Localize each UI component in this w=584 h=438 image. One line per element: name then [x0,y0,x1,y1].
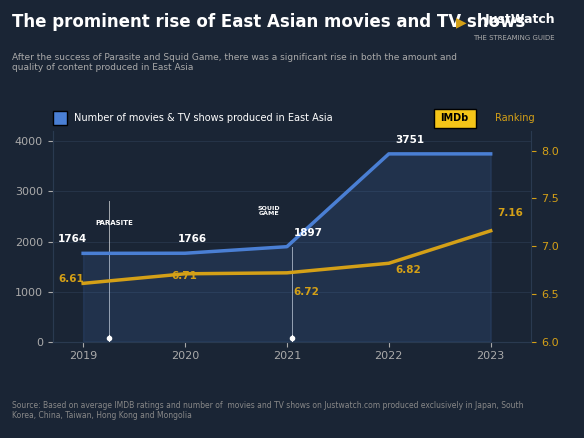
Text: ▶: ▶ [456,15,466,29]
Text: JustWatch: JustWatch [484,13,555,26]
Text: 7.16: 7.16 [498,208,523,219]
Text: 3751: 3751 [396,135,425,145]
Text: The prominent rise of East Asian movies and TV shows: The prominent rise of East Asian movies … [12,13,525,31]
Text: SQUID
GAME: SQUID GAME [258,205,280,216]
Text: THE STREAMING GUIDE: THE STREAMING GUIDE [473,35,555,41]
Text: 6.61: 6.61 [58,274,84,283]
FancyBboxPatch shape [434,109,476,128]
Text: 6.72: 6.72 [294,287,319,297]
Text: Number of movies & TV shows produced in East Asia: Number of movies & TV shows produced in … [74,113,332,123]
FancyBboxPatch shape [53,111,67,125]
Text: 6.71: 6.71 [171,271,197,281]
Text: 1764: 1764 [58,234,88,244]
Text: 1897: 1897 [294,228,323,237]
Text: Source: Based on average IMDB ratings and number of  movies and TV shows on Just: Source: Based on average IMDB ratings an… [12,401,523,420]
Text: 1766: 1766 [178,234,207,244]
Text: PARASITE: PARASITE [95,220,133,226]
Text: IMDb: IMDb [440,113,469,123]
Text: 6.82: 6.82 [396,265,422,275]
Text: After the success of Parasite and Squid Game, there was a significant rise in bo: After the success of Parasite and Squid … [12,53,457,72]
Text: Ranking: Ranking [495,113,534,123]
